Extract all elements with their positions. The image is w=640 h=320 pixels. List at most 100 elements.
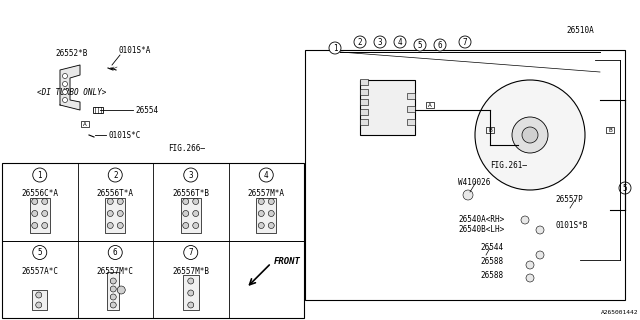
Text: 7: 7: [463, 37, 467, 46]
Circle shape: [117, 211, 124, 217]
Circle shape: [259, 222, 264, 228]
Bar: [606, 127, 614, 133]
Bar: [183, 275, 199, 310]
Text: 0101S*B: 0101S*B: [555, 220, 588, 229]
Text: B: B: [488, 127, 492, 132]
Bar: [81, 121, 89, 127]
Circle shape: [110, 294, 116, 300]
Text: 26544: 26544: [480, 244, 503, 252]
Text: 26557A*C: 26557A*C: [21, 267, 58, 276]
Text: 7: 7: [188, 248, 193, 257]
Text: 26556T*B: 26556T*B: [172, 189, 209, 198]
Circle shape: [108, 198, 113, 204]
Circle shape: [526, 274, 534, 282]
Circle shape: [110, 302, 116, 308]
Bar: [305, 50, 625, 300]
Circle shape: [619, 182, 631, 194]
Circle shape: [459, 36, 471, 48]
Circle shape: [188, 278, 194, 284]
Text: 26557P: 26557P: [555, 196, 583, 204]
Text: FIG.261—: FIG.261—: [490, 161, 527, 170]
Circle shape: [259, 168, 273, 182]
Circle shape: [536, 226, 544, 234]
Text: 26557M*A: 26557M*A: [248, 189, 285, 198]
Text: 3: 3: [188, 171, 193, 180]
Text: A265001442: A265001442: [600, 310, 638, 315]
Circle shape: [354, 36, 366, 48]
Circle shape: [63, 82, 67, 86]
Circle shape: [259, 211, 264, 217]
Circle shape: [110, 278, 116, 284]
Bar: [360, 79, 368, 85]
Circle shape: [42, 222, 48, 228]
Circle shape: [329, 42, 341, 54]
Text: 26557M*B: 26557M*B: [172, 267, 209, 276]
Circle shape: [463, 190, 473, 200]
Circle shape: [36, 302, 42, 308]
Bar: [407, 106, 415, 112]
Text: 6: 6: [438, 41, 442, 50]
Text: 3: 3: [378, 37, 382, 46]
Circle shape: [183, 222, 189, 228]
Text: 5: 5: [37, 248, 42, 257]
Circle shape: [117, 286, 125, 294]
Text: FRONT: FRONT: [275, 257, 301, 266]
Text: 26510A: 26510A: [566, 26, 594, 35]
Text: 26588: 26588: [480, 270, 503, 279]
Circle shape: [184, 245, 198, 260]
Bar: [2, 163, 304, 318]
Circle shape: [522, 127, 538, 143]
Bar: [360, 89, 368, 95]
Circle shape: [110, 286, 116, 292]
Circle shape: [117, 222, 124, 228]
Circle shape: [108, 211, 113, 217]
Text: A: A: [428, 102, 432, 108]
Bar: [360, 109, 368, 115]
Circle shape: [475, 80, 585, 190]
Circle shape: [521, 216, 529, 224]
Circle shape: [63, 98, 67, 102]
Circle shape: [268, 222, 275, 228]
Text: 0101S*C: 0101S*C: [108, 131, 140, 140]
Bar: [108, 272, 119, 310]
Circle shape: [184, 168, 198, 182]
Text: 6: 6: [113, 248, 118, 257]
Text: 4: 4: [264, 171, 269, 180]
Circle shape: [526, 261, 534, 269]
Circle shape: [63, 90, 67, 94]
Text: 0101S*A: 0101S*A: [118, 46, 150, 55]
Text: FIG.266—: FIG.266—: [168, 143, 205, 153]
Text: 26540A<RH>: 26540A<RH>: [458, 215, 504, 225]
Bar: [93, 107, 103, 113]
Text: <DI TURBO ONLY>: <DI TURBO ONLY>: [37, 87, 107, 97]
Circle shape: [33, 245, 47, 260]
Circle shape: [268, 198, 275, 204]
Bar: [360, 99, 368, 105]
Circle shape: [42, 198, 48, 204]
Bar: [32, 290, 47, 310]
Text: B: B: [608, 127, 612, 132]
Circle shape: [108, 168, 122, 182]
Circle shape: [193, 211, 199, 217]
Circle shape: [183, 198, 189, 204]
Text: 26556T*A: 26556T*A: [97, 189, 134, 198]
Circle shape: [193, 222, 199, 228]
Text: 26557M*C: 26557M*C: [97, 267, 134, 276]
Text: 1: 1: [37, 171, 42, 180]
Text: 2: 2: [113, 171, 118, 180]
Circle shape: [32, 222, 38, 228]
Bar: [407, 119, 415, 125]
Circle shape: [33, 168, 47, 182]
Polygon shape: [60, 65, 80, 110]
Bar: [360, 80, 415, 135]
Text: A: A: [83, 122, 87, 126]
Circle shape: [36, 292, 42, 298]
Bar: [486, 127, 494, 133]
Circle shape: [188, 302, 194, 308]
Circle shape: [434, 39, 446, 51]
Bar: [407, 93, 415, 99]
Circle shape: [536, 251, 544, 259]
Circle shape: [117, 198, 124, 204]
Circle shape: [259, 198, 264, 204]
Text: 5: 5: [418, 41, 422, 50]
